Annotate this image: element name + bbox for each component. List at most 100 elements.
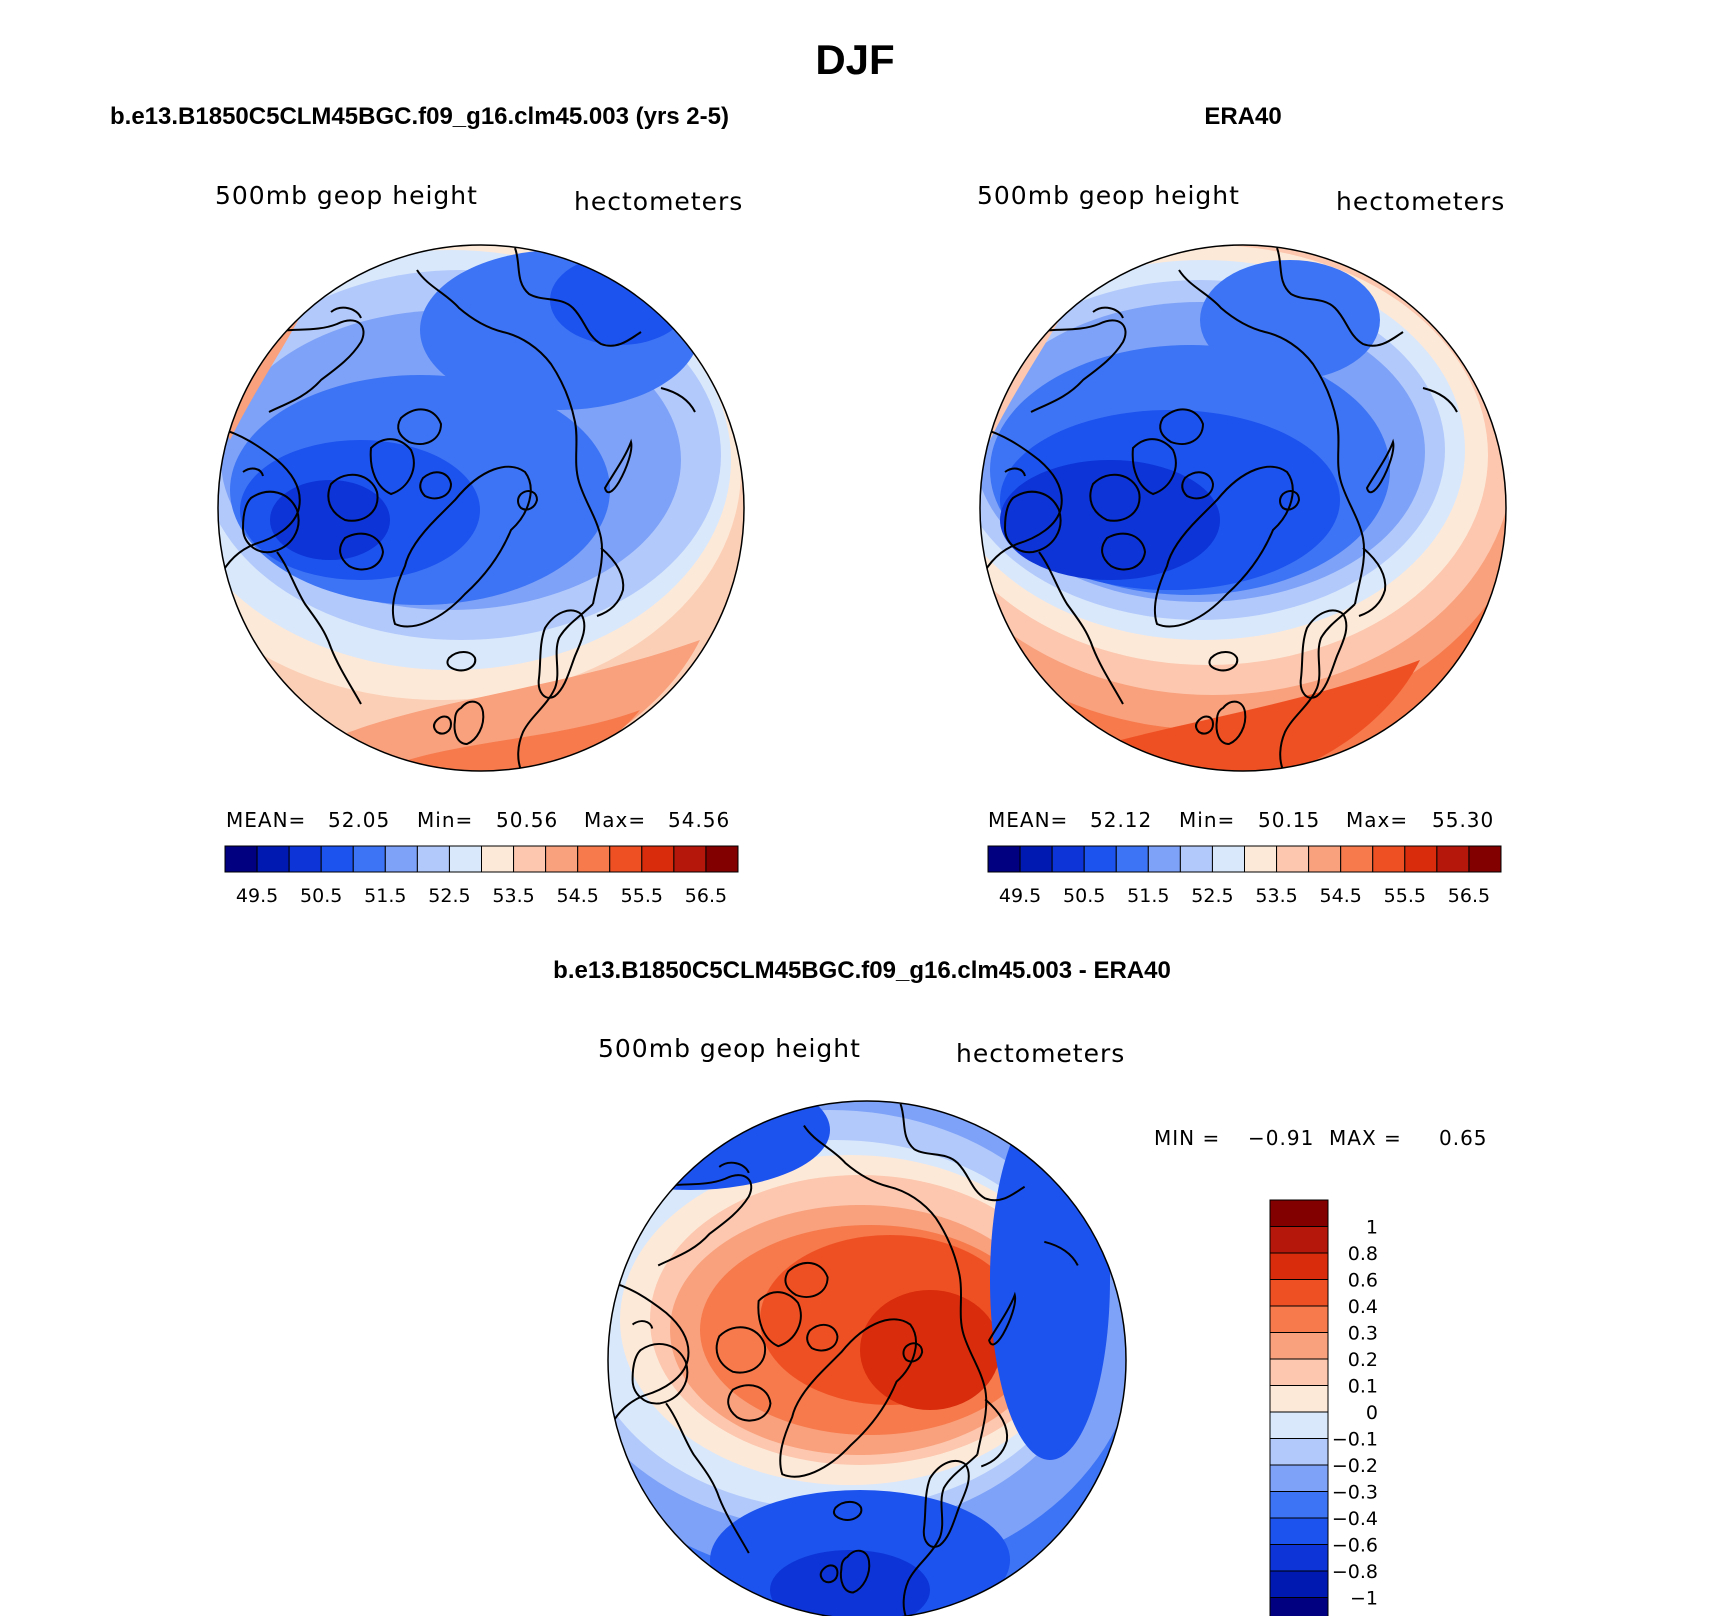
model-colorbar-swatch xyxy=(224,845,258,873)
model-max-value: 54.56 xyxy=(668,808,730,832)
diff-colorbar-tick-label: 0.6 xyxy=(1348,1270,1378,1292)
diff-colorbar-tick-label: −0.1 xyxy=(1332,1429,1378,1451)
diff-min-label: MIN = xyxy=(1154,1126,1220,1150)
model-colorbar-swatch xyxy=(352,845,386,873)
model-colorbar: 49.5 50.5 51.5 52.5 53.5 54.5 55.5 56.5 xyxy=(224,845,739,907)
diff-colorbar-swatch xyxy=(1269,1438,1329,1466)
obs-polar-map xyxy=(980,245,1506,771)
model-colorbar-swatch xyxy=(416,845,450,873)
diff-colorbar-swatch xyxy=(1269,1332,1329,1360)
model-units-label: hectometers xyxy=(574,187,743,216)
diff-colorbar-swatch xyxy=(1269,1252,1329,1280)
diff-colorbar-swatch xyxy=(1269,1305,1329,1333)
model-colorbar-tick-label: 51.5 xyxy=(364,885,406,907)
obs-colorbar-tick-label: 49.5 xyxy=(999,885,1041,907)
figure-title: DJF xyxy=(815,36,894,83)
obs-mean-label: MEAN= xyxy=(988,808,1068,832)
model-colorbar-tick-label: 50.5 xyxy=(300,885,342,907)
diff-colorbar-tick-label: −0.6 xyxy=(1332,1535,1378,1557)
model-colorbar-tick-label: 53.5 xyxy=(492,885,534,907)
obs-colorbar-tick-label: 52.5 xyxy=(1191,885,1233,907)
diff-variable-label: 500mb geop height xyxy=(598,1034,861,1063)
model-min-value: 50.56 xyxy=(496,808,558,832)
model-mean-value: 52.05 xyxy=(328,808,390,832)
model-stats: MEAN= 52.05 Min= 50.56 Max= 54.56 xyxy=(226,808,730,832)
obs-colorbar-swatch xyxy=(1372,845,1406,873)
diff-units-label: hectometers xyxy=(956,1039,1125,1068)
obs-colorbar: 49.5 50.5 51.5 52.5 53.5 54.5 55.5 56.5 xyxy=(987,845,1502,907)
diff-colorbar-tick-label: −0.3 xyxy=(1332,1482,1378,1504)
obs-colorbar-swatch xyxy=(1211,845,1245,873)
diff-stats: MIN = −0.91 MAX = 0.65 xyxy=(1154,1126,1488,1150)
diff-panel: b.e13.B1850C5CLM45BGC.f09_g16.clm45.003 … xyxy=(553,957,1488,1616)
obs-colorbar-tick-label: 54.5 xyxy=(1320,885,1362,907)
model-colorbar-tick-label: 54.5 xyxy=(557,885,599,907)
diff-colorbar-swatch xyxy=(1269,1226,1329,1254)
obs-colorbar-tick-label: 51.5 xyxy=(1127,885,1169,907)
obs-stats: MEAN= 52.12 Min= 50.15 Max= 55.30 xyxy=(988,808,1494,832)
model-colorbar-swatch xyxy=(641,845,675,873)
obs-colorbar-swatch xyxy=(1019,845,1053,873)
model-colorbar-swatch xyxy=(577,845,611,873)
model-colorbar-swatch xyxy=(288,845,322,873)
obs-colorbar-tick-label: 50.5 xyxy=(1063,885,1105,907)
diff-min-value: −0.91 xyxy=(1248,1126,1314,1150)
obs-colorbar-swatch xyxy=(1147,845,1181,873)
diff-colorbar-swatch xyxy=(1269,1199,1329,1227)
model-colorbar-swatch xyxy=(705,845,739,873)
obs-colorbar-swatch xyxy=(1308,845,1342,873)
model-colorbar-swatch xyxy=(673,845,707,873)
model-colorbar-tick-label: 52.5 xyxy=(428,885,470,907)
diff-colorbar-swatch xyxy=(1269,1279,1329,1307)
obs-min-label: Min= xyxy=(1179,808,1235,832)
obs-panel-title: ERA40 xyxy=(1204,103,1281,130)
obs-colorbar-swatch xyxy=(1083,845,1117,873)
obs-colorbar-swatch xyxy=(1179,845,1213,873)
diff-panel-title: b.e13.B1850C5CLM45BGC.f09_g16.clm45.003 … xyxy=(553,957,1171,984)
model-panel: b.e13.B1850C5CLM45BGC.f09_g16.clm45.003 … xyxy=(110,103,745,907)
diff-colorbar-swatch xyxy=(1269,1491,1329,1519)
model-mean-label: MEAN= xyxy=(226,808,306,832)
obs-colorbar-swatch xyxy=(1340,845,1374,873)
model-colorbar-swatch xyxy=(384,845,418,873)
diff-colorbar-swatch xyxy=(1269,1358,1329,1386)
obs-colorbar-swatch xyxy=(1115,845,1149,873)
diff-colorbar-tick-label: −0.8 xyxy=(1332,1561,1378,1583)
obs-colorbar-tick-label: 55.5 xyxy=(1384,885,1426,907)
obs-colorbar-swatch xyxy=(1244,845,1278,873)
obs-colorbar-swatch xyxy=(1276,845,1310,873)
diff-max-label: MAX = xyxy=(1329,1126,1402,1150)
model-polar-map xyxy=(218,245,744,771)
diff-max-value: 0.65 xyxy=(1439,1126,1488,1150)
model-min-label: Min= xyxy=(417,808,473,832)
model-colorbar-tick-label: 56.5 xyxy=(685,885,727,907)
obs-panel: ERA40 500mb geop height hectometers MEAN… xyxy=(977,103,1507,907)
diff-colorbar-tick-label: 0.8 xyxy=(1348,1243,1378,1265)
diff-colorbar-swatch xyxy=(1269,1385,1329,1413)
obs-units-label: hectometers xyxy=(1336,187,1505,216)
obs-colorbar-swatch xyxy=(1468,845,1502,873)
obs-max-value: 55.30 xyxy=(1432,808,1494,832)
diff-colorbar-tick-label: 0.4 xyxy=(1348,1296,1378,1318)
diff-polar-map xyxy=(608,1101,1126,1616)
model-colorbar-tick-label: 55.5 xyxy=(621,885,663,907)
model-colorbar-swatch xyxy=(545,845,579,873)
diff-colorbar-swatch xyxy=(1269,1544,1329,1572)
diff-colorbar: 1 0.8 0.6 0.4 0.3 0.2 0.1 0 −0.1 −0.2 −0.3 −0.4 −0.6… xyxy=(1269,1199,1378,1616)
model-max-label: Max= xyxy=(584,808,646,832)
model-colorbar-swatch xyxy=(513,845,547,873)
obs-colorbar-swatch xyxy=(987,845,1021,873)
model-panel-title: b.e13.B1850C5CLM45BGC.f09_g16.clm45.003 … xyxy=(110,103,729,130)
obs-colorbar-tick-label: 56.5 xyxy=(1448,885,1490,907)
obs-colorbar-swatch xyxy=(1436,845,1470,873)
model-colorbar-swatch xyxy=(481,845,515,873)
model-colorbar-swatch xyxy=(256,845,290,873)
diff-colorbar-tick-label: 0.2 xyxy=(1348,1349,1378,1371)
diff-colorbar-tick-label: −1 xyxy=(1350,1588,1378,1610)
obs-max-label: Max= xyxy=(1346,808,1408,832)
model-variable-label: 500mb geop height xyxy=(215,181,478,210)
diff-colorbar-swatch xyxy=(1269,1597,1329,1616)
diff-colorbar-swatch xyxy=(1269,1517,1329,1545)
diff-colorbar-swatch xyxy=(1269,1464,1329,1492)
